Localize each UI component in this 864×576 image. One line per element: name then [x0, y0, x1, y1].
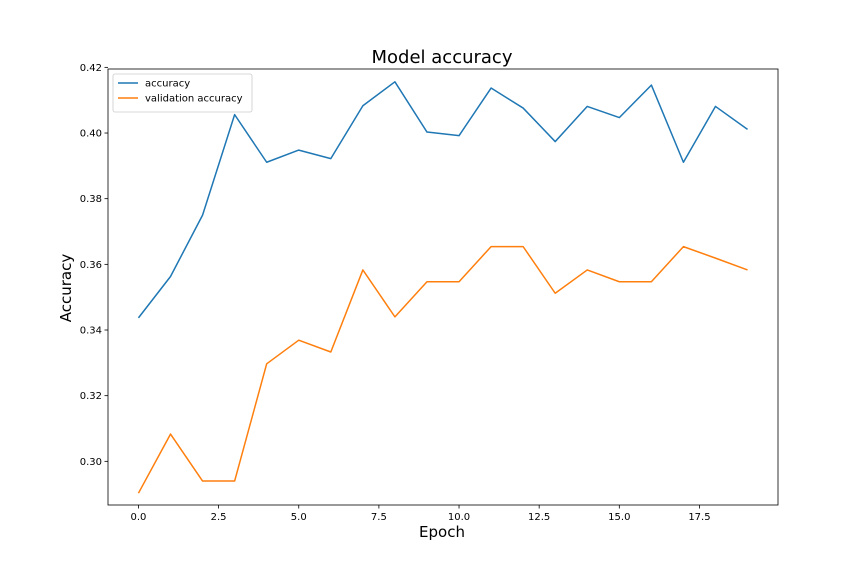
x-tick-label: 10.0	[448, 512, 470, 523]
y-tick-label: 0.38	[80, 194, 102, 205]
legend-label-0: accuracy	[145, 79, 190, 90]
y-tick-label: 0.30	[80, 457, 102, 468]
x-tick-label: 2.5	[211, 512, 227, 523]
plot-area: 0.0 2.5 5.0 7.5 10.0 12.5 15.0 17.5 0.30 0.32 0.34…	[80, 63, 779, 523]
y-tick-label: 0.36	[80, 260, 102, 271]
x-tick-label: 0.0	[131, 512, 147, 523]
chart-title: Model accuracy	[372, 47, 513, 68]
y-tick-label: 0.34	[80, 326, 102, 337]
x-tick-label: 17.5	[688, 512, 710, 523]
legend-box	[112, 73, 253, 113]
x-axis-label: Epoch	[419, 523, 465, 541]
series-line-0	[137, 81, 748, 319]
x-tick-label: 5.0	[291, 512, 307, 523]
y-tick-label: 0.42	[80, 63, 102, 74]
y-tick-label: 0.40	[80, 129, 102, 140]
x-tick-label: 15.0	[608, 512, 630, 523]
x-tick-label: 12.5	[528, 512, 550, 523]
plot-frame	[107, 68, 779, 506]
y-tick-label: 0.32	[80, 391, 102, 402]
series-line-1	[137, 245, 748, 494]
legend-label-1: validation accuracy	[145, 94, 243, 105]
y-axis-label: Accuracy	[57, 254, 75, 323]
x-tick-label: 7.5	[371, 512, 387, 523]
